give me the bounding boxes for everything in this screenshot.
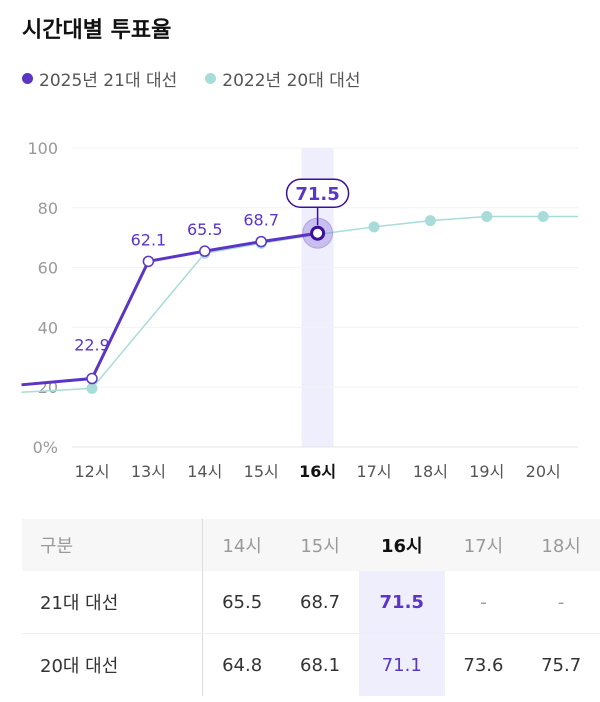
data-point-2022 bbox=[537, 210, 549, 222]
chart-legend: 2025년 21대 대선 2022년 20대 대선 bbox=[22, 66, 361, 91]
data-point-2025 bbox=[86, 372, 98, 385]
table-header-cell: 17시 bbox=[444, 519, 523, 571]
y-tick-label: 0% bbox=[33, 438, 58, 457]
data-label: 65.5 bbox=[187, 220, 223, 239]
row-label: 20대 대선 bbox=[22, 633, 204, 696]
tooltip-box bbox=[285, 178, 350, 208]
series-line-2025 bbox=[21, 231, 318, 387]
x-tick-label: 18시 bbox=[413, 462, 448, 481]
data-label: 68.7 bbox=[243, 211, 279, 230]
tooltip-value: 71.5 bbox=[295, 184, 339, 205]
table-cell: 73.6 bbox=[463, 654, 504, 676]
selected-data-point bbox=[310, 225, 326, 241]
turnout-table: 구분 14시 15시 16시 17시 18시 21대 대선 65.5 68.7 … bbox=[22, 519, 600, 696]
table-cell-selected: 71.5 bbox=[358, 571, 445, 634]
data-point-2025 bbox=[255, 235, 267, 248]
table-row: 20대 대선 64.8 68.1 71.1 73.6 75.7 bbox=[22, 633, 600, 696]
y-tick-label: 60 bbox=[38, 259, 58, 278]
y-tick-label: 40 bbox=[38, 318, 58, 337]
table-cell: 65.5 bbox=[202, 571, 282, 634]
legend-label: 2025년 21대 대선 bbox=[39, 71, 178, 91]
table-cell: 75.7 bbox=[541, 654, 582, 676]
x-tick-label: 19시 bbox=[469, 462, 504, 481]
legend-item-20[interactable]: 2022년 20대 대선 bbox=[205, 66, 361, 91]
x-tick-label: 12시 bbox=[74, 462, 109, 481]
table-header-row: 구분 14시 15시 16시 17시 18시 bbox=[22, 519, 600, 571]
data-point-2022 bbox=[481, 210, 493, 222]
x-tick-label: 14시 bbox=[187, 462, 222, 481]
row-label: 21대 대선 bbox=[22, 571, 204, 634]
y-tick-label: 80 bbox=[38, 199, 58, 218]
table-cell: 64.8 bbox=[222, 654, 263, 676]
table-cell: - bbox=[522, 571, 600, 634]
table-header-cell: 구분 bbox=[22, 519, 204, 571]
table-header-cell: 18시 bbox=[522, 519, 600, 571]
y-tick-label: 100 bbox=[27, 139, 58, 158]
table-cell: 68.7 bbox=[281, 571, 359, 634]
table-cell: - bbox=[444, 571, 523, 634]
legend-item-21[interactable]: 2025년 21대 대선 bbox=[22, 66, 177, 91]
table-header-cell-selected: 16시 bbox=[358, 519, 445, 571]
table-cell-selected: 71.1 bbox=[358, 633, 445, 696]
data-point-2022 bbox=[368, 221, 380, 233]
x-tick-label: 15시 bbox=[244, 462, 279, 481]
series-line-2022 bbox=[21, 215, 578, 394]
table-row: 21대 대선 65.5 68.7 71.5 - - bbox=[22, 571, 600, 634]
x-tick-label: 17시 bbox=[356, 462, 391, 481]
data-label: 22.9 bbox=[74, 336, 110, 355]
table-cell: 68.1 bbox=[300, 654, 341, 676]
x-tick-label: 16시 bbox=[299, 462, 336, 481]
x-tick-label: 20시 bbox=[526, 462, 561, 481]
data-point-2025 bbox=[142, 255, 155, 268]
table-header-cell: 14시 bbox=[202, 519, 282, 571]
x-tick-label: 13시 bbox=[131, 462, 166, 481]
legend-label: 2022년 20대 대선 bbox=[222, 71, 361, 91]
data-point-2025 bbox=[199, 245, 211, 257]
data-label: 62.1 bbox=[131, 230, 167, 249]
data-point-2022 bbox=[424, 215, 436, 227]
page-title: 시간대별 투표율 bbox=[22, 18, 172, 43]
legend-dot-icon bbox=[205, 73, 217, 84]
data-point-2022 bbox=[86, 382, 98, 394]
table-header-cell: 15시 bbox=[281, 519, 359, 571]
legend-dot-icon bbox=[22, 73, 33, 84]
